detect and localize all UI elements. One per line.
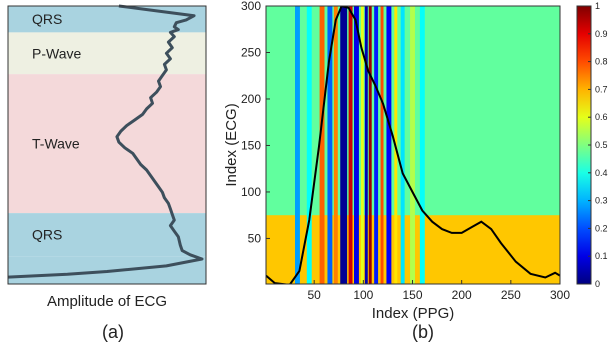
y-axis-ticks: 50 100 150 200 250 300 xyxy=(241,0,270,245)
x-tick-label-1: 100 xyxy=(353,288,373,302)
heatmap-column-15 xyxy=(400,6,405,284)
heatmap-column-4 xyxy=(333,6,338,284)
heatmap-column-17 xyxy=(419,6,425,284)
heatmap-column-16 xyxy=(410,6,415,284)
heatmap-column-10 xyxy=(368,6,372,284)
colorbar-tick-label-5: 0.5 xyxy=(595,140,608,150)
colorbar-tick-label-4: 0.4 xyxy=(595,168,608,178)
x-axis-ticks: 50 100 150 200 250 300 xyxy=(308,280,570,302)
y-tick-label-1: 100 xyxy=(241,185,261,199)
y-tick-label-4: 250 xyxy=(241,45,261,59)
y-tick-label-0: 50 xyxy=(248,231,262,245)
colorbar-ticks: 0 0.1 0.2 0.3 0.4 0.5 0.6 0.7 0.8 0.9 1 xyxy=(588,1,608,289)
y-axis-title: Index (ECG) xyxy=(223,103,240,186)
heatmap-column-6 xyxy=(348,6,353,284)
colorbar-tick-label-6: 0.6 xyxy=(595,112,608,122)
panel-b: 50 100 150 200 250 300 50 100 150 200 250 300 Inde… xyxy=(223,0,608,342)
panel-a-band-labels: QRS P-Wave T-Wave QRS xyxy=(32,11,81,242)
colorbar-tick-label-3: 0.3 xyxy=(595,196,608,206)
heatmap-column-1 xyxy=(306,6,312,284)
x-tick-label-3: 200 xyxy=(452,288,472,302)
colorbar-tick-label-8: 0.8 xyxy=(595,57,608,67)
heatmap-column-9 xyxy=(364,6,368,284)
ppg-trace xyxy=(266,6,560,284)
panel-a-xlabel: Amplitude of ECG xyxy=(47,293,167,310)
colorbar-tick-label-2: 0.2 xyxy=(595,223,608,233)
y-tick-label-5: 300 xyxy=(241,0,261,13)
colorbar-tick-label-0: 0 xyxy=(595,279,600,289)
panel-a-label: (a) xyxy=(102,322,124,342)
ecg-trace xyxy=(7,4,204,279)
panel-a: QRS P-Wave T-Wave QRS Amplitude of ECG (a) xyxy=(7,4,207,342)
colorbar-tick-label-10: 1 xyxy=(595,1,600,11)
colorbar-tick-label-1: 0.1 xyxy=(595,251,608,261)
band-0 xyxy=(8,6,206,33)
heatmap-column-5 xyxy=(340,6,348,284)
colorbar-tick-label-9: 0.9 xyxy=(595,29,608,39)
heatmap-column-11 xyxy=(374,6,379,284)
heatmap-column-2 xyxy=(319,6,325,284)
heatmap-column-3 xyxy=(327,6,333,284)
heatmap-column-7 xyxy=(354,6,359,284)
x-axis-title: Index (PPG) xyxy=(372,305,455,322)
heatmap-column-13 xyxy=(386,6,392,284)
band-label-1: P-Wave xyxy=(32,45,81,61)
x-tick-label-4: 250 xyxy=(501,288,521,302)
heatmap xyxy=(266,6,560,284)
panel-b-label: (b) xyxy=(412,322,434,342)
heatmap-column-8 xyxy=(360,6,364,284)
x-tick-label-0: 50 xyxy=(308,288,322,302)
colorbar-tick-label-7: 0.7 xyxy=(595,84,608,94)
x-tick-label-2: 150 xyxy=(402,288,422,302)
y-tick-label-3: 200 xyxy=(241,92,261,106)
panel-a-border xyxy=(7,5,207,285)
band-label-2: T-Wave xyxy=(32,136,80,152)
heatmap-column-0 xyxy=(295,6,300,284)
heatmap-column-12 xyxy=(380,6,384,284)
band-2 xyxy=(8,74,206,214)
y-tick-label-2: 150 xyxy=(241,138,261,152)
band-label-3: QRS xyxy=(32,227,62,243)
band-label-0: QRS xyxy=(32,11,62,27)
x-tick-label-5: 300 xyxy=(550,288,570,302)
